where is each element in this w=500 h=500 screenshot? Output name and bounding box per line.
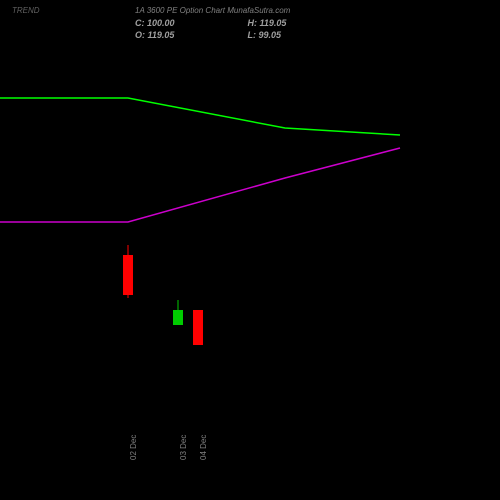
price-chart <box>0 0 500 500</box>
candle-body <box>123 255 133 295</box>
x-axis-label: 02 Dec <box>129 435 138 460</box>
x-axis-label: 03 Dec <box>179 435 188 460</box>
indicator-line <box>0 98 400 135</box>
x-axis-label: 04 Dec <box>199 435 208 460</box>
indicator-line <box>0 148 400 222</box>
candle-body <box>173 310 183 325</box>
candle-body <box>193 310 203 345</box>
